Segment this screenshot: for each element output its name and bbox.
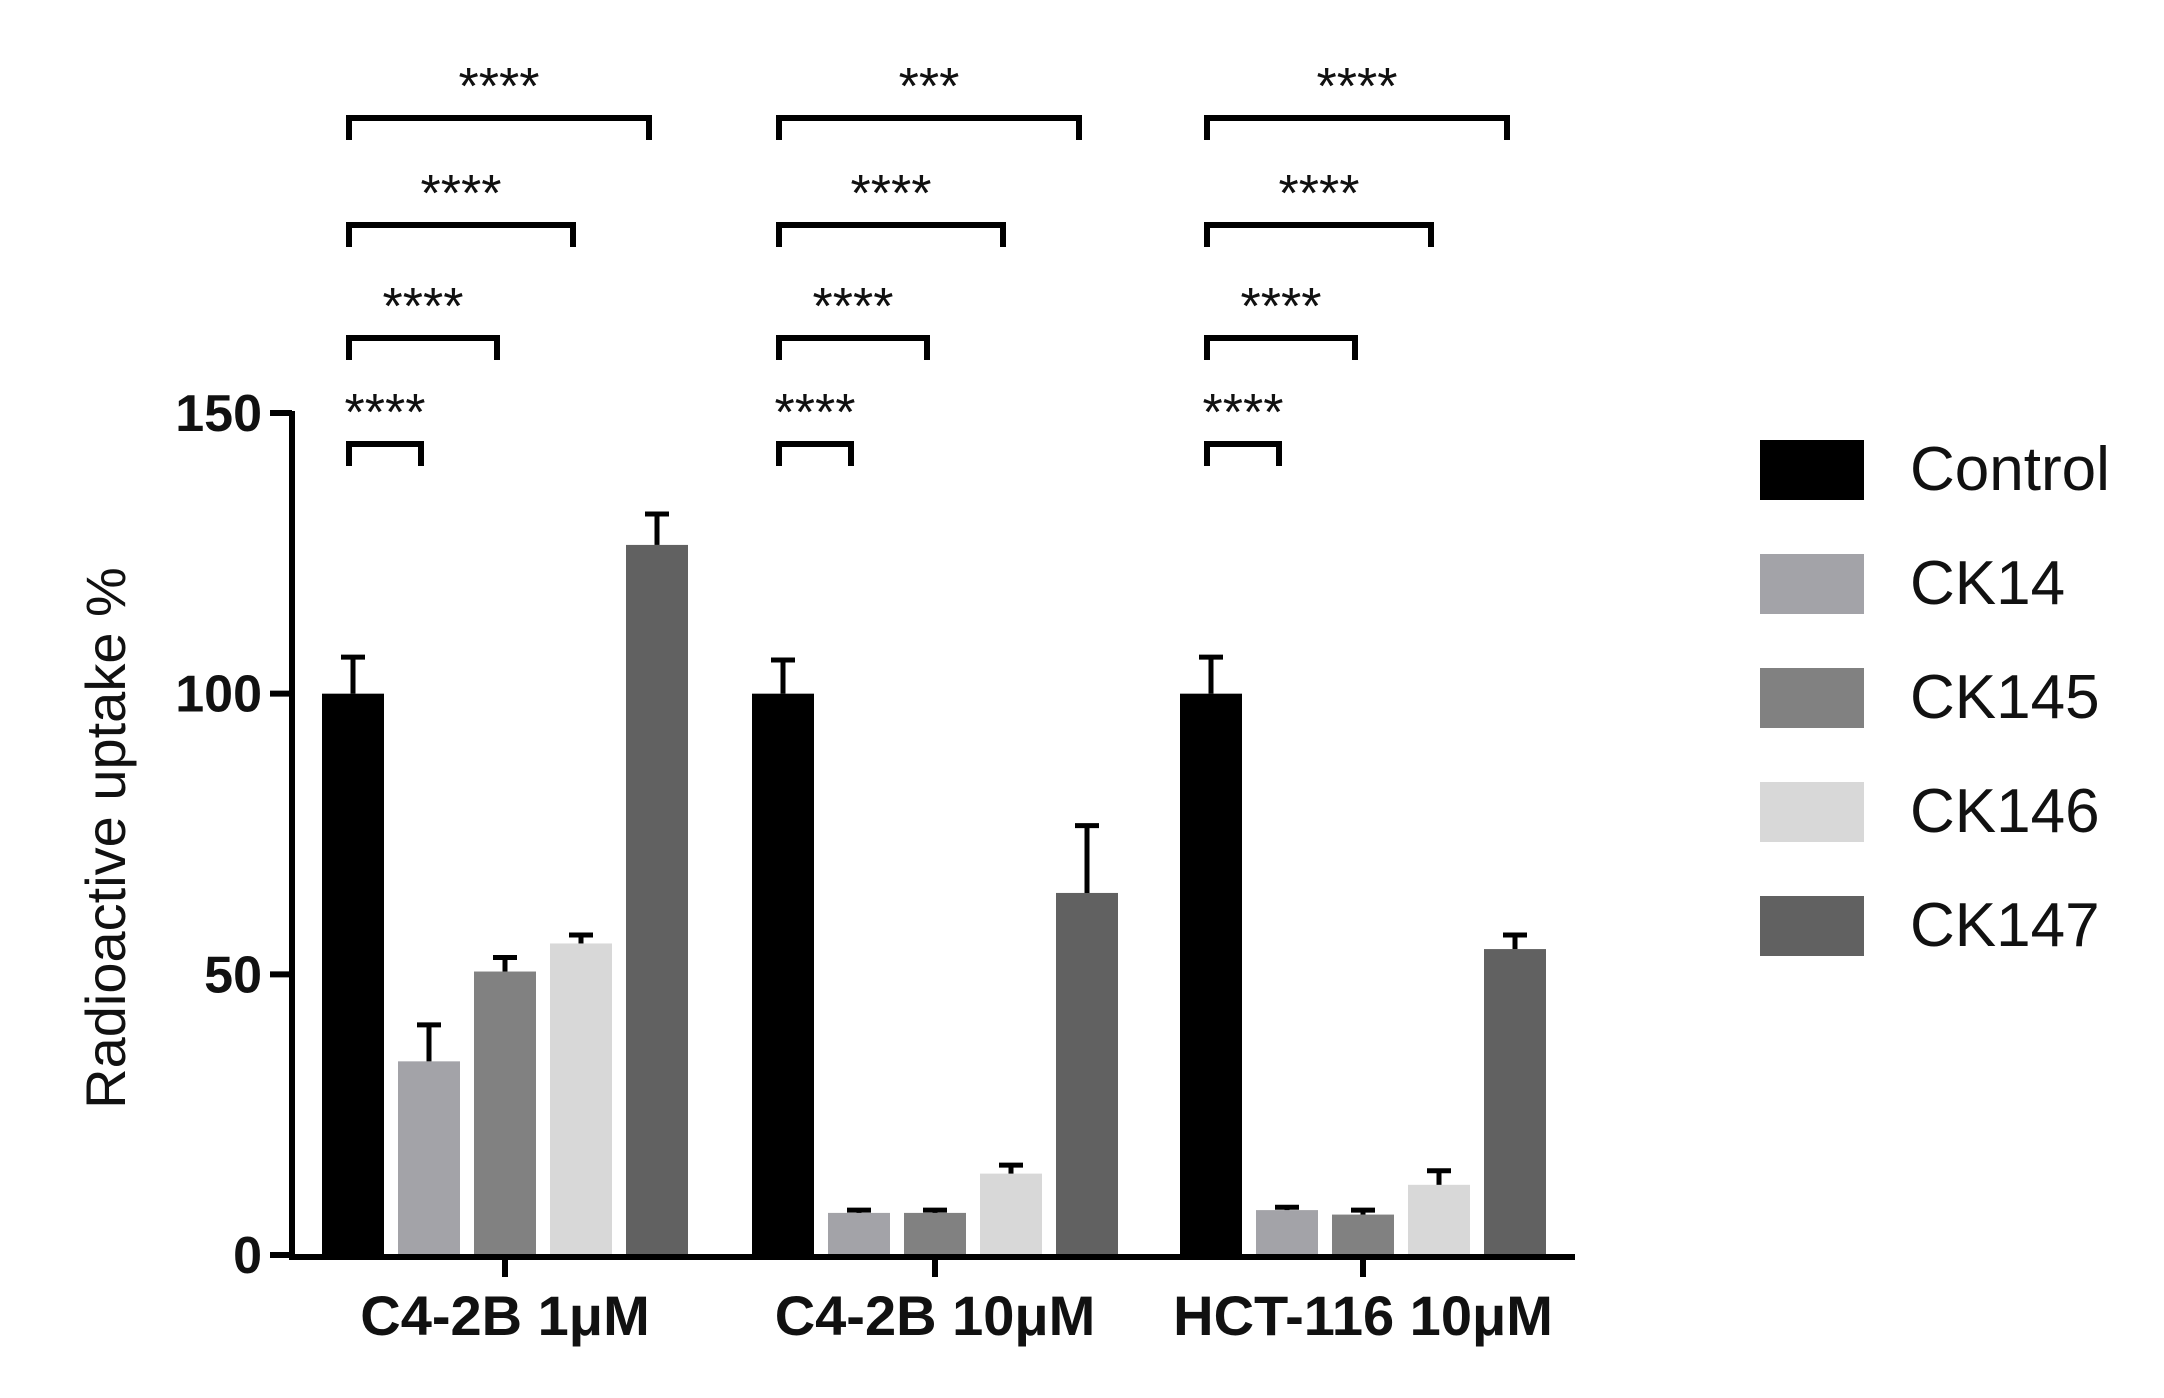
bar [1256, 1210, 1318, 1255]
significance-bracket [1204, 222, 1434, 247]
bar [752, 693, 814, 1255]
bar [550, 943, 612, 1255]
y-axis-label: Radioactive uptake % [74, 567, 137, 1109]
legend-label: CK146 [1910, 777, 2100, 846]
legend-swatch [1760, 668, 1864, 728]
significance-bracket [346, 335, 500, 360]
bar [626, 544, 688, 1255]
bar [1484, 949, 1546, 1255]
significance-bracket [776, 441, 854, 466]
legend-swatch [1760, 554, 1864, 614]
bar [474, 971, 536, 1255]
significance-bracket [346, 115, 652, 140]
significance-bracket [776, 115, 1082, 140]
significance-bracket [1204, 441, 1282, 466]
x-tick-label: HCT-116 10μM [1173, 1284, 1553, 1347]
significance-label: **** [851, 165, 932, 223]
y-tick-label: 0 [233, 1227, 262, 1285]
significance-bracket [776, 335, 930, 360]
y-tick-label: 100 [175, 666, 262, 724]
bar [322, 693, 384, 1255]
legend-swatch [1760, 896, 1864, 956]
significance-label: **** [383, 278, 464, 336]
legend-label: CK145 [1910, 663, 2100, 732]
significance-bracket [776, 222, 1006, 247]
bar [1408, 1184, 1470, 1255]
bar [904, 1212, 966, 1255]
bar [828, 1212, 890, 1255]
bar [1056, 892, 1118, 1255]
significance-label: *** [899, 58, 960, 116]
significance-label: **** [1279, 165, 1360, 223]
significance-label: **** [345, 384, 426, 442]
x-tick-label: C4-2B 1μM [360, 1284, 649, 1347]
significance-bracket [1204, 335, 1358, 360]
legend-label: CK147 [1910, 891, 2100, 960]
significance-label: **** [775, 384, 856, 442]
significance-label: **** [813, 278, 894, 336]
significance-label: **** [1317, 58, 1398, 116]
y-tick-label: 150 [175, 385, 262, 443]
significance-bracket [1204, 115, 1510, 140]
bar [980, 1173, 1042, 1255]
significance-label: **** [421, 165, 502, 223]
significance-bracket [346, 222, 576, 247]
significance-label: **** [1203, 384, 1284, 442]
bar [398, 1061, 460, 1255]
significance-bracket [346, 441, 424, 466]
legend-label: Control [1910, 435, 2110, 504]
significance-label: **** [1241, 278, 1322, 336]
y-tick-label: 50 [204, 946, 262, 1004]
bar [1332, 1214, 1394, 1255]
legend-swatch [1760, 782, 1864, 842]
x-tick-label: C4-2B 10μM [775, 1284, 1096, 1347]
legend-label: CK14 [1910, 549, 2065, 618]
legend-swatch [1760, 440, 1864, 500]
significance-label: **** [459, 58, 540, 116]
bar [1180, 693, 1242, 1255]
